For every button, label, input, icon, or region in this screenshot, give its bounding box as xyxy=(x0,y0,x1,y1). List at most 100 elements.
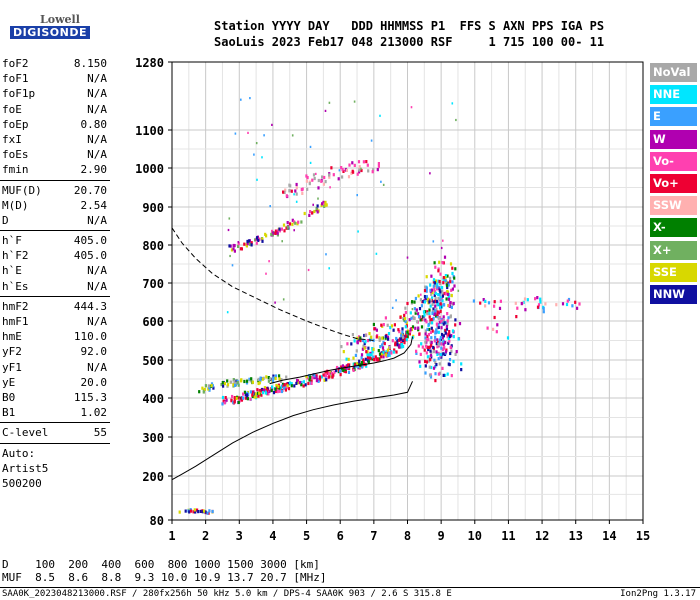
curve-layer xyxy=(172,228,413,480)
echo-point xyxy=(441,261,443,264)
legend-item-sse: SSE xyxy=(650,263,697,282)
echo-point xyxy=(394,341,396,344)
echo-point xyxy=(249,97,251,99)
echo-point xyxy=(484,304,486,307)
muf-row: MUF 8.5 8.6 8.8 9.3 10.0 10.9 13.7 20.7 … xyxy=(2,571,327,584)
y-tick-label: 700 xyxy=(142,277,164,291)
echo-point xyxy=(424,295,426,298)
echo-point xyxy=(440,320,442,323)
echo-point xyxy=(307,382,309,385)
echo-point xyxy=(425,332,427,335)
echo-point xyxy=(206,512,208,515)
echo-point xyxy=(403,314,405,317)
echo-point xyxy=(299,381,301,384)
echo-point xyxy=(341,175,343,178)
echo-point xyxy=(440,347,442,350)
x-tick-label: 3 xyxy=(236,529,243,543)
echo-point xyxy=(524,297,526,300)
echo-point xyxy=(430,336,432,339)
echo-point xyxy=(441,299,443,302)
echo-point xyxy=(442,281,444,284)
echo-point xyxy=(443,276,445,279)
y-tick-label: 1100 xyxy=(135,124,164,138)
echo-point xyxy=(277,232,279,235)
echo-point xyxy=(415,350,417,353)
echo-point xyxy=(354,339,356,342)
echo-point xyxy=(373,323,375,326)
echo-point xyxy=(352,171,354,174)
echo-point xyxy=(434,336,436,339)
file-info: SAA0K_2023048213000.RSF / 280fx256h 50 k… xyxy=(2,589,452,599)
echo-point xyxy=(390,351,392,354)
echo-point xyxy=(377,168,379,171)
echo-point xyxy=(381,337,383,340)
echo-point xyxy=(429,350,431,353)
echo-point xyxy=(365,350,367,353)
echo-point xyxy=(265,391,267,394)
echo-point xyxy=(296,183,298,186)
echo-point xyxy=(261,156,263,158)
echo-point xyxy=(430,331,432,334)
echo-point xyxy=(452,329,454,332)
echo-point xyxy=(293,384,295,387)
echo-point xyxy=(446,284,448,287)
echo-point xyxy=(228,229,230,231)
echo-point xyxy=(318,179,320,182)
echo-point xyxy=(234,384,236,387)
echo-point xyxy=(394,323,396,326)
echo-point xyxy=(496,330,498,333)
echo-point xyxy=(261,240,263,243)
x-tick-label: 9 xyxy=(438,529,445,543)
legend-item-nnw: NNW xyxy=(650,285,697,304)
echo-point xyxy=(416,308,418,311)
echo-point xyxy=(378,349,380,352)
echo-point xyxy=(405,311,407,314)
legend-item-x: X+ xyxy=(650,241,697,260)
echo-point xyxy=(400,344,402,347)
echo-point xyxy=(321,202,323,205)
echo-point xyxy=(281,240,283,242)
echo-point xyxy=(232,264,234,266)
echo-point xyxy=(426,328,428,331)
echo-point xyxy=(379,339,381,342)
echo-point xyxy=(342,168,344,171)
echo-point xyxy=(429,315,431,318)
x-tick-label: 12 xyxy=(535,529,549,543)
echo-point xyxy=(566,303,568,306)
echo-point xyxy=(291,190,293,193)
echo-point xyxy=(418,315,420,318)
echo-point xyxy=(431,341,433,344)
echo-point xyxy=(439,289,441,292)
echo-point xyxy=(385,335,387,338)
echo-point xyxy=(441,247,443,249)
echo-point xyxy=(365,334,367,337)
echo-point xyxy=(451,267,453,270)
echo-point xyxy=(429,172,431,174)
echo-point xyxy=(428,309,430,312)
echo-point xyxy=(306,180,308,183)
echo-point xyxy=(516,307,518,310)
echo-point xyxy=(443,374,445,377)
echo-point xyxy=(269,205,271,207)
echo-point xyxy=(367,347,369,350)
x-tick-label: 1 xyxy=(168,529,175,543)
echo-point xyxy=(304,212,306,215)
echo-point xyxy=(426,295,428,298)
echo-point xyxy=(411,300,413,303)
echo-point xyxy=(571,304,573,307)
echo-point xyxy=(429,366,431,369)
echo-point xyxy=(494,300,496,303)
echo-point xyxy=(451,280,453,283)
echo-point xyxy=(372,170,374,173)
echo-point xyxy=(443,346,445,349)
polarization-legend: NoVal NNE E W Vo- Vo+ SSW X- X+ SSE NNW xyxy=(650,63,697,307)
echo-point xyxy=(340,345,342,348)
echo-point xyxy=(346,342,348,345)
echo-point xyxy=(263,134,265,136)
echo-point xyxy=(455,353,457,356)
echo-point xyxy=(524,308,526,311)
echo-point xyxy=(227,311,229,313)
echo-point xyxy=(382,346,384,349)
echo-point xyxy=(325,378,327,381)
echo-point xyxy=(459,322,461,325)
